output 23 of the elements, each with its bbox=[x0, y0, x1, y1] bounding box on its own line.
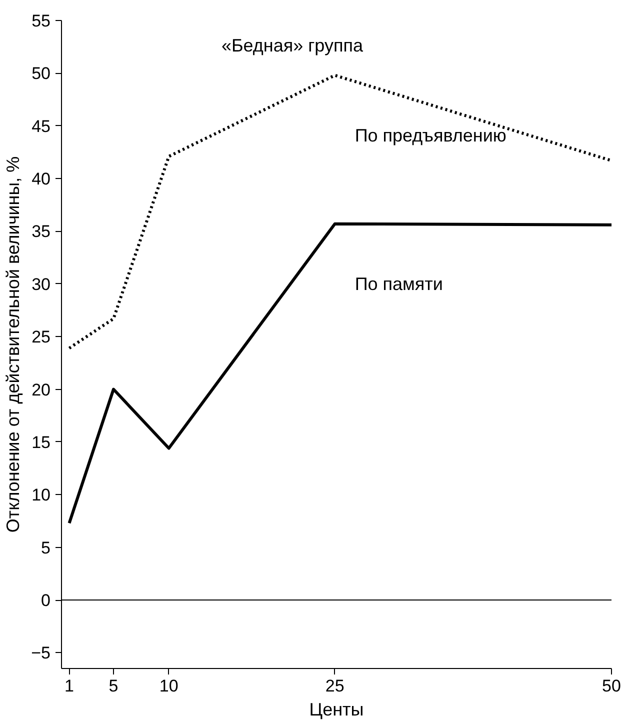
y-tick-label: 15 bbox=[32, 432, 51, 452]
y-tick-label: −5 bbox=[31, 644, 51, 663]
x-tick-label: 5 bbox=[108, 676, 118, 696]
y-tick-label: 50 bbox=[32, 64, 51, 84]
y-axis-title: Отклонение от действительной величины, % bbox=[3, 156, 24, 533]
y-tick-label: 10 bbox=[32, 486, 51, 505]
text: «Бедная» группа bbox=[221, 36, 364, 56]
y-tick-label: 40 bbox=[32, 170, 51, 189]
y-tick-label: 30 bbox=[32, 274, 51, 294]
y-tick-label: 45 bbox=[32, 116, 51, 136]
y-tick-label: 5 bbox=[41, 538, 51, 558]
x-tick-label: 10 bbox=[159, 676, 178, 696]
x-tick-label: 25 bbox=[325, 676, 344, 696]
x-tick-label: 50 bbox=[602, 676, 621, 696]
series-label: По предъявлению bbox=[354, 125, 506, 146]
y-tick-label: 55 bbox=[32, 12, 51, 30]
y-tick-label: 20 bbox=[32, 380, 51, 400]
text: По памяти bbox=[354, 274, 443, 294]
y-tick-label: 35 bbox=[32, 222, 51, 242]
x-axis-title: Центы bbox=[309, 700, 364, 720]
y-tick-label: 25 bbox=[32, 328, 51, 347]
y-tick-label: 0 bbox=[41, 591, 51, 610]
x-tick-label: 1 bbox=[64, 676, 74, 696]
